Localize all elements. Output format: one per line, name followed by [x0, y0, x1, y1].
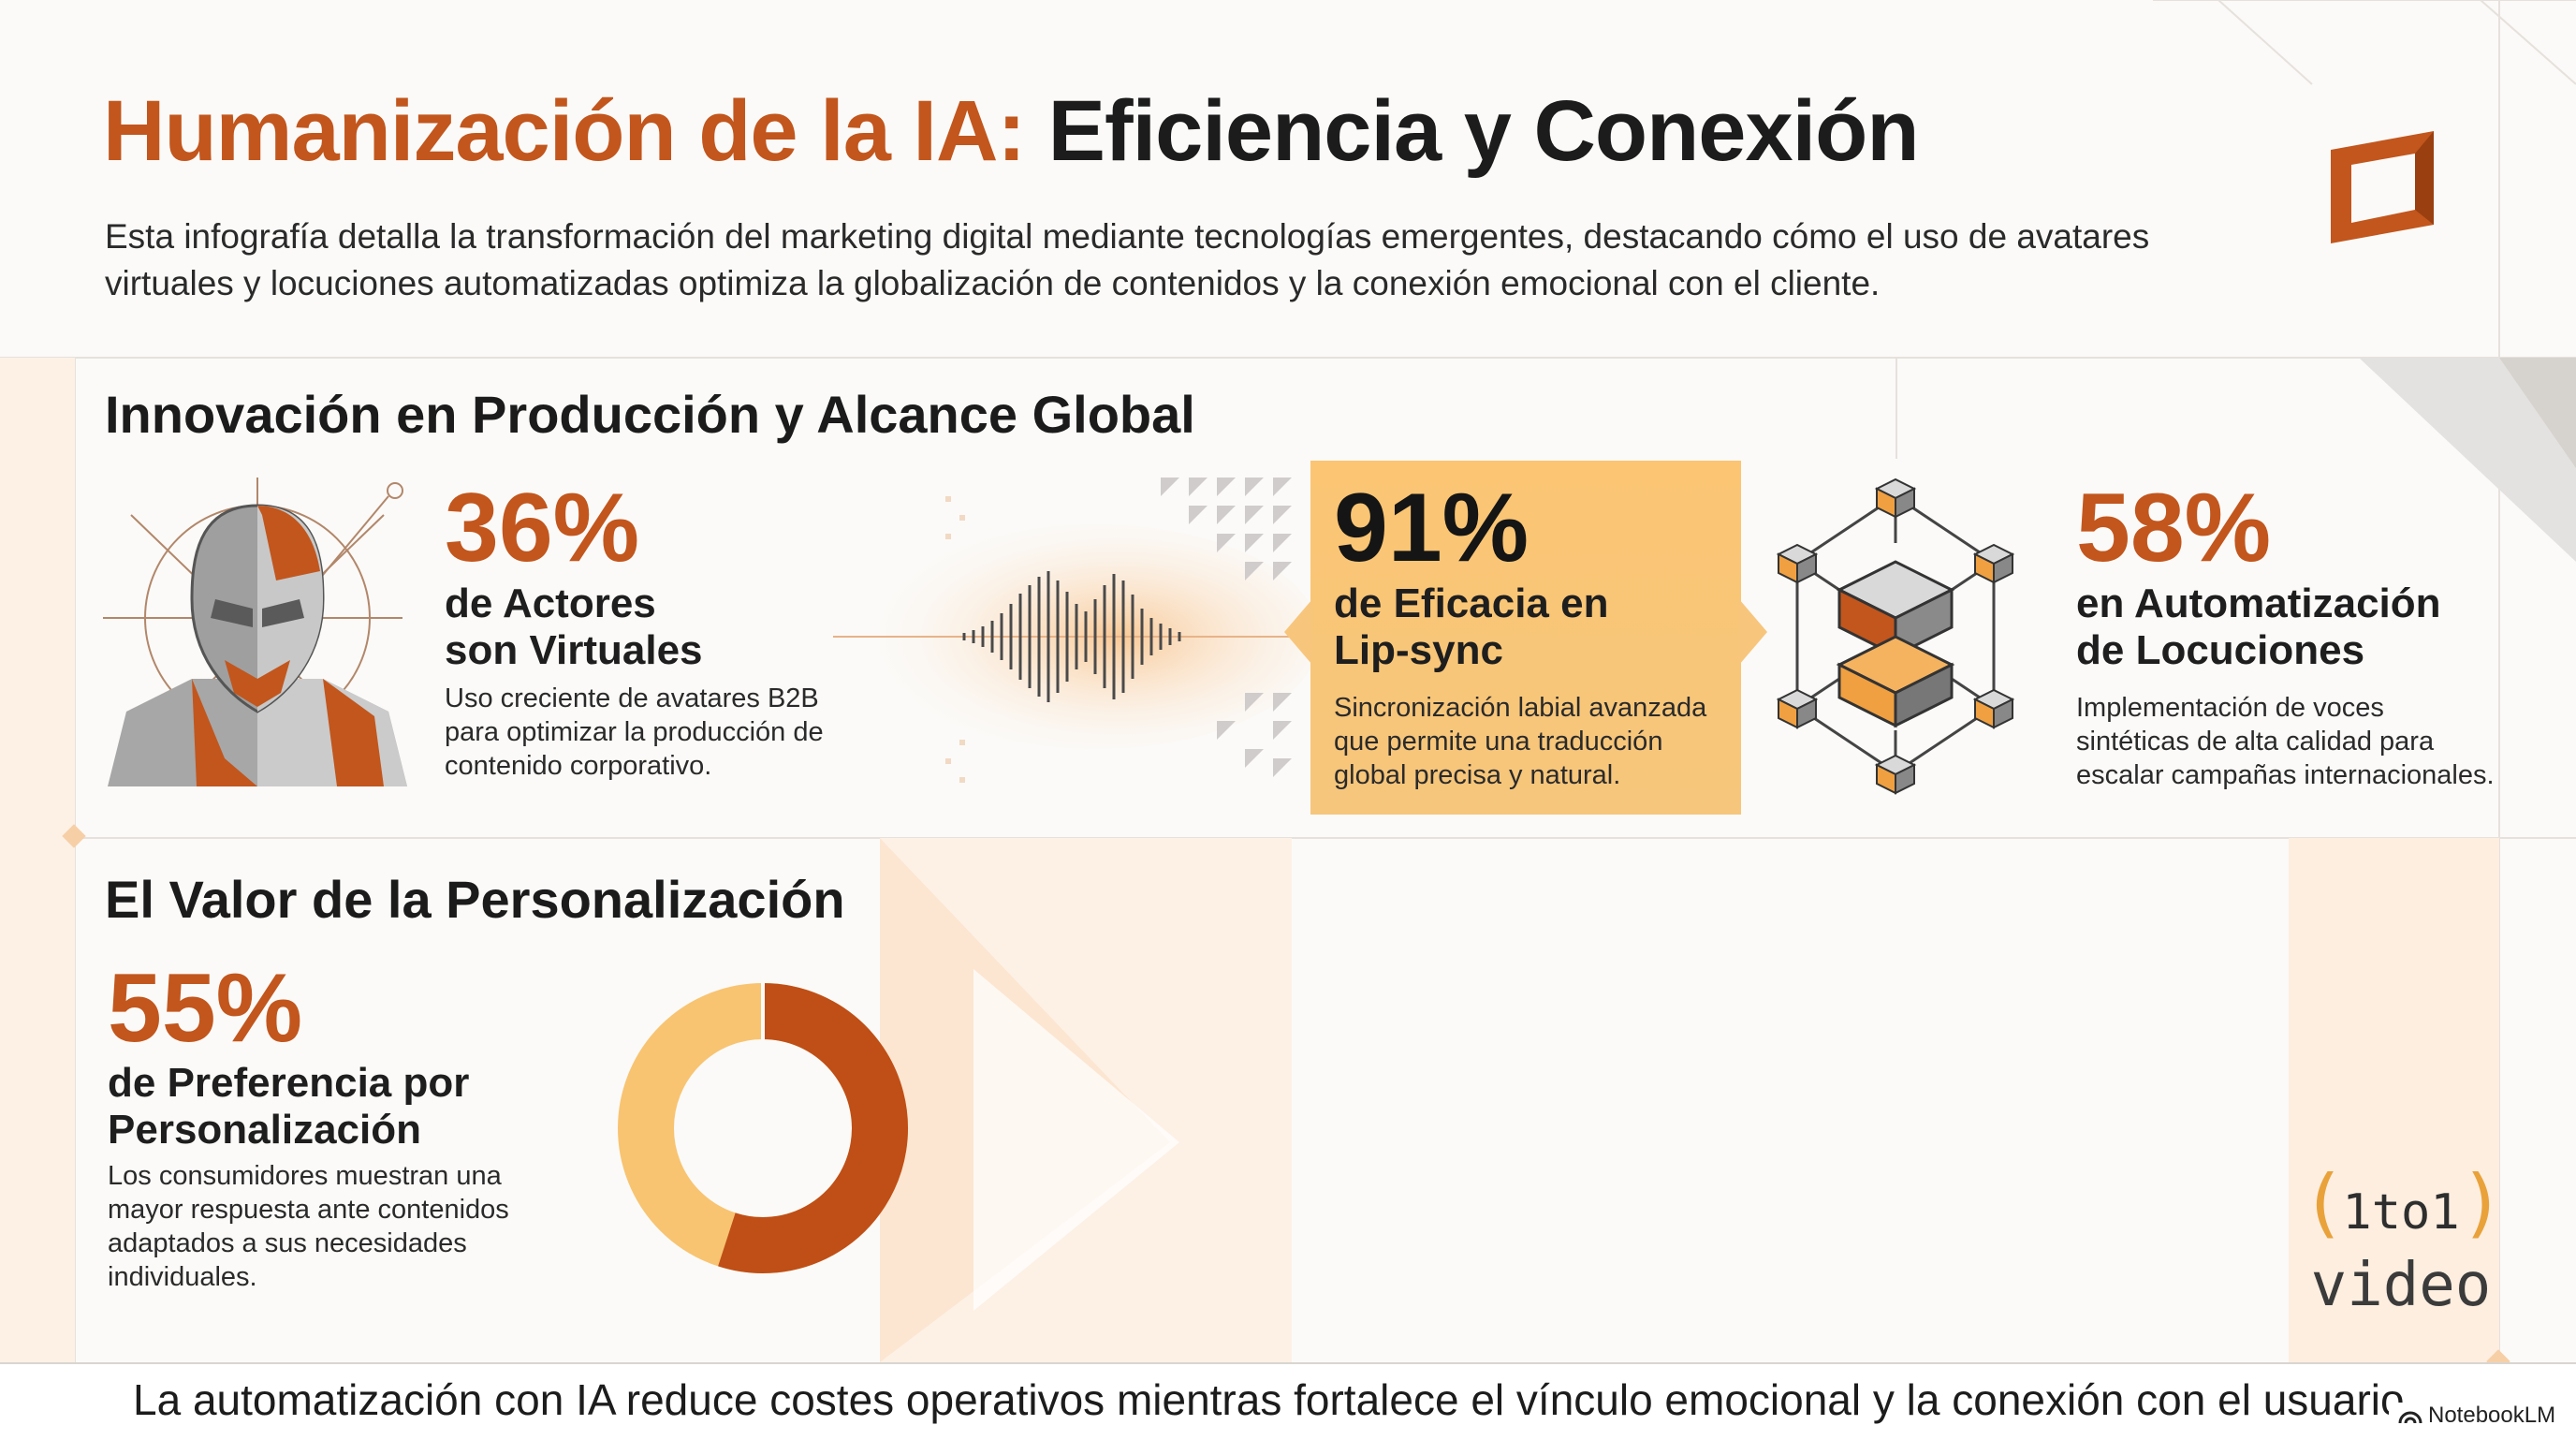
- cube-right: [1993, 552, 2013, 584]
- stat-lipsync-description: Sincronización labial avanzada que permi…: [1334, 691, 1706, 792]
- desc-line: para optimizar la producción de: [445, 717, 824, 747]
- sound-wave-icon: [833, 478, 1310, 783]
- desc-line: Sincronización labial avanzada: [1334, 693, 1707, 723]
- page-title-accent: Humanización de la IA:: [103, 83, 1026, 179]
- cube-right: [1796, 552, 1817, 584]
- stat-virtual-actors-value: 36%: [445, 474, 640, 582]
- desc-line: Los consumidores muestran una: [108, 1161, 502, 1191]
- section-title-personalization: El Valor de la Personalización: [105, 870, 845, 929]
- stat-personalization-label-line2: Personalización: [108, 1107, 422, 1153]
- stat-personalization-value: 55%: [108, 954, 303, 1063]
- logo-paren-close: ): [2459, 1159, 2505, 1246]
- desc-line: contenido corporativo.: [445, 751, 712, 781]
- donut-segment-preference: [718, 983, 908, 1273]
- cube-right: [1993, 698, 2013, 729]
- stat-lipsync-label: de Eficacia en Lip-sync: [1334, 580, 1608, 674]
- logo-paren-open: (: [2301, 1159, 2346, 1246]
- stat-virtual-actors-label-line2: son Virtuales: [445, 627, 703, 673]
- highlight-arrow-left: [1284, 599, 1312, 665]
- brand-logo-1to1video: (1to1) video: [2293, 1166, 2509, 1320]
- stat-voice-automation-label: en Automatización de Locuciones: [2076, 580, 2441, 674]
- footer-message: La automatización con IA reduce costes o…: [133, 1375, 2417, 1424]
- page-title: Humanización de la IA: Eficiencia y Cone…: [103, 82, 1920, 181]
- cube-right: [1895, 487, 1915, 519]
- stat-voice-automation-label-line2: de Locuciones: [2076, 627, 2365, 673]
- desc-line: escalar campañas internacionales.: [2076, 760, 2495, 790]
- stat-virtual-actors-description: Uso creciente de avatares B2B para optim…: [445, 682, 824, 783]
- logo-one-b: 1: [2430, 1184, 2460, 1241]
- stat-personalization-label: de Preferencia por Personalización: [108, 1060, 469, 1153]
- intro-paragraph: Esta infografía detalla la transformació…: [105, 217, 2150, 302]
- notebooklm-badge: NotebookLM: [2389, 1403, 2566, 1429]
- stat-voice-automation-value: 58%: [2076, 474, 2272, 582]
- stat-lipsync-label-line2: Lip-sync: [1334, 627, 1503, 673]
- stat-lipsync-value: 91%: [1334, 474, 1530, 582]
- logo-square-icon: [2331, 131, 2434, 243]
- stat-voice-automation-description: Implementación de voces sintéticas de al…: [2076, 691, 2495, 792]
- desc-line: que permite una traducción: [1334, 727, 1663, 757]
- cubes-network-icon: [1776, 478, 2015, 795]
- notebooklm-label: NotebookLM: [2428, 1403, 2556, 1428]
- desc-line: mayor respuesta ante contenidos: [108, 1195, 509, 1225]
- notebooklm-icon: [2398, 1411, 2422, 1424]
- stat-lipsync-label-line1: de Eficacia en: [1334, 580, 1609, 626]
- stat-virtual-actors-label: de Actores son Virtuales: [445, 580, 703, 674]
- stat-personalization-description: Los consumidores muestran una mayor resp…: [108, 1159, 509, 1294]
- desc-line: Implementación de voces: [2076, 693, 2384, 723]
- footer-bar: [0, 1362, 2576, 1440]
- desc-line: individuales.: [108, 1262, 257, 1292]
- stat-virtual-actors-label-line1: de Actores: [445, 580, 656, 626]
- desc-line: Uso creciente de avatares B2B: [445, 683, 819, 713]
- highlight-arrow-right: [1739, 599, 1767, 665]
- cube-right: [1796, 698, 1817, 729]
- page-title-rest: Eficiencia y Conexión: [1025, 83, 1920, 179]
- avatar-head-icon: [103, 478, 407, 786]
- brand-logo-video: video: [2310, 1251, 2492, 1320]
- brand-logo-top: (1to1): [2293, 1166, 2509, 1250]
- stat-personalization-label-line1: de Preferencia por: [108, 1060, 470, 1106]
- section-title-production: Innovación en Producción y Alcance Globa…: [105, 385, 1195, 444]
- logo-one-a: 1: [2342, 1184, 2372, 1241]
- cube-right: [1895, 763, 1915, 795]
- stat-voice-automation-label-line1: en Automatización: [2076, 580, 2441, 626]
- donut-chart: [618, 983, 908, 1273]
- desc-line: sintéticas de alta calidad para: [2076, 727, 2435, 757]
- desc-line: global precisa y natural.: [1334, 760, 1621, 790]
- logo-to: to: [2371, 1184, 2431, 1241]
- lipsync-highlight-panel: [1310, 461, 1741, 815]
- desc-line: adaptados a sus necesidades: [108, 1228, 467, 1258]
